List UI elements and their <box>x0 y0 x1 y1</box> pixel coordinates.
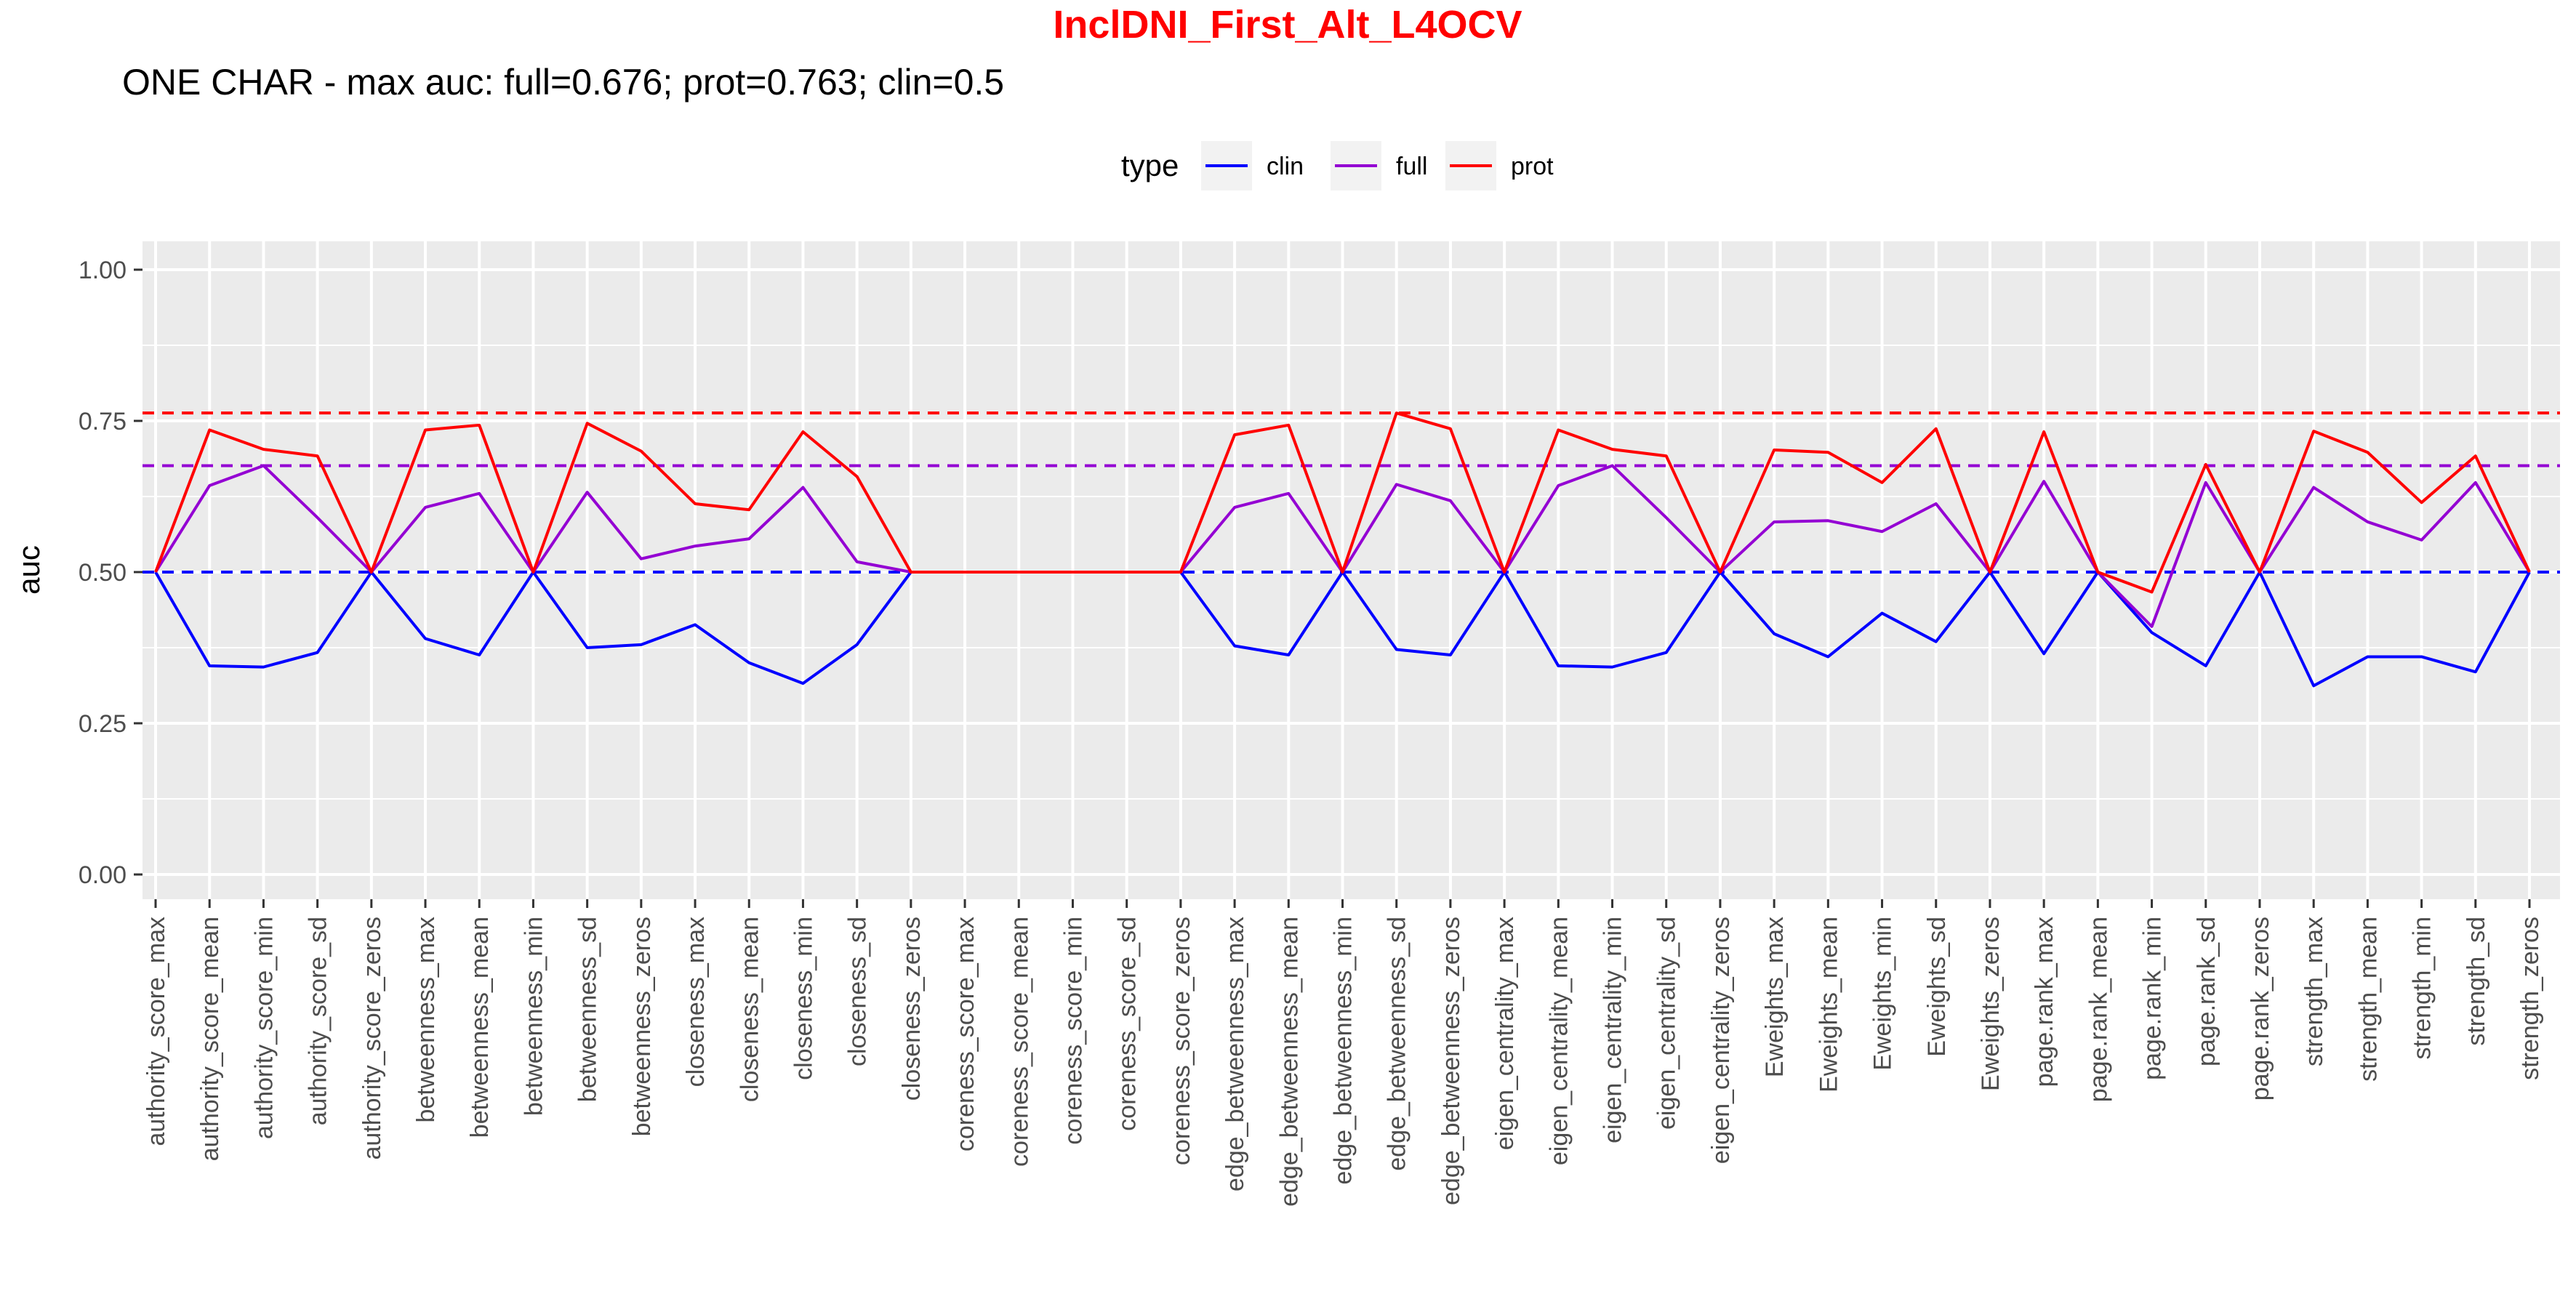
x-tick-label: page.rank_min <box>2139 917 2167 1080</box>
x-tick-label: strength_mean <box>2354 917 2382 1082</box>
x-tick-label: page.rank_zeros <box>2247 917 2274 1101</box>
y-tick-label: 1.00 <box>79 257 127 284</box>
y-axis-label: auc <box>12 545 46 595</box>
x-tick-label: betweenness_mean <box>466 917 494 1138</box>
legend-label-prot: prot <box>1511 153 1554 180</box>
y-tick-label: 0.50 <box>79 559 127 587</box>
legend-title: type <box>1121 148 1179 182</box>
max-reference-lines <box>143 411 2560 574</box>
x-tick-label: page.rank_mean <box>2085 917 2112 1102</box>
x-tick-label: strength_min <box>2409 917 2436 1060</box>
x-tick-label: betweenness_sd <box>574 917 602 1102</box>
x-tick-label: strength_sd <box>2463 917 2490 1046</box>
x-tick-label: authority_score_max <box>143 917 170 1146</box>
y-tick-label: 0.75 <box>79 408 127 435</box>
x-tick-label: coreness_score_zeros <box>1168 917 1195 1165</box>
x-tick-label: edge_betweenness_min <box>1330 917 1357 1185</box>
y-tick-label: 0.25 <box>79 710 127 738</box>
x-tick-label: edge_betweenness_zeros <box>1437 917 1465 1205</box>
plot-panel <box>143 241 2560 899</box>
grid-minor <box>143 345 2560 800</box>
x-tick-label: closeness_max <box>682 917 710 1087</box>
x-tick-label: Eweights_zeros <box>1977 917 2005 1091</box>
x-tick-label: betweenness_zeros <box>628 917 656 1136</box>
x-tick-label: closeness_zeros <box>898 917 926 1101</box>
x-tick-label: betweenness_min <box>520 917 547 1116</box>
x-tick-label: Eweights_mean <box>1815 917 1842 1093</box>
x-tick-label: coreness_score_max <box>952 917 979 1151</box>
legend: type clin full prot <box>1121 141 1554 190</box>
x-tick-label: closeness_mean <box>736 917 763 1102</box>
x-tick-label: Eweights_min <box>1869 917 1897 1071</box>
x-tick-label: Eweights_sd <box>1923 917 1951 1057</box>
x-tick-label: eigen_centrality_min <box>1600 917 1627 1143</box>
x-tick-label: coreness_score_sd <box>1114 917 1141 1131</box>
x-tick-label: coreness_score_min <box>1059 917 1087 1145</box>
x-tick-label: edge_betweenness_max <box>1221 917 1249 1191</box>
series-lines <box>154 411 2531 688</box>
x-tick-label: authority_score_min <box>250 917 278 1139</box>
x-tick-label: coreness_score_mean <box>1006 917 1033 1167</box>
x-tick-label: edge_betweenness_mean <box>1275 917 1303 1207</box>
legend-label-clin: clin <box>1267 153 1304 180</box>
x-tick-label: authority_score_sd <box>305 917 332 1125</box>
legend-label-full: full <box>1396 153 1427 180</box>
x-tick-label: eigen_centrality_zeros <box>1707 917 1735 1164</box>
x-tick-label: eigen_centrality_mean <box>1545 917 1573 1165</box>
x-tick-label: edge_betweenness_sd <box>1384 917 1411 1171</box>
x-tick-label: strength_max <box>2300 917 2328 1066</box>
x-tick-label: authority_score_zeros <box>358 917 386 1160</box>
x-tick-label: Eweights_max <box>1761 917 1789 1077</box>
y-axis: 0.00 0.25 0.50 0.75 1.00 <box>79 257 143 889</box>
x-tick-label: page.rank_sd <box>2193 917 2220 1066</box>
x-tick-label: closeness_sd <box>844 917 872 1066</box>
x-tick-label: eigen_centrality_max <box>1491 917 1519 1150</box>
x-tick-label: eigen_centrality_sd <box>1653 917 1681 1130</box>
x-tick-label: page.rank_max <box>2031 917 2058 1087</box>
x-tick-label: betweenness_max <box>412 917 440 1123</box>
x-tick-label: strength_zeros <box>2516 917 2544 1080</box>
x-axis: authority_score_max authority_score_mean a… <box>143 899 2544 1207</box>
series-line-prot <box>154 411 2531 594</box>
chart-subtitle: ONE CHAR - max auc: full=0.676; prot=0.7… <box>122 62 1004 102</box>
y-tick-label: 0.00 <box>79 861 127 889</box>
x-tick-label: closeness_min <box>790 917 817 1080</box>
chart-title: InclDNI_First_Alt_L4OCV <box>1053 3 1522 47</box>
x-tick-label: authority_score_mean <box>196 917 224 1161</box>
